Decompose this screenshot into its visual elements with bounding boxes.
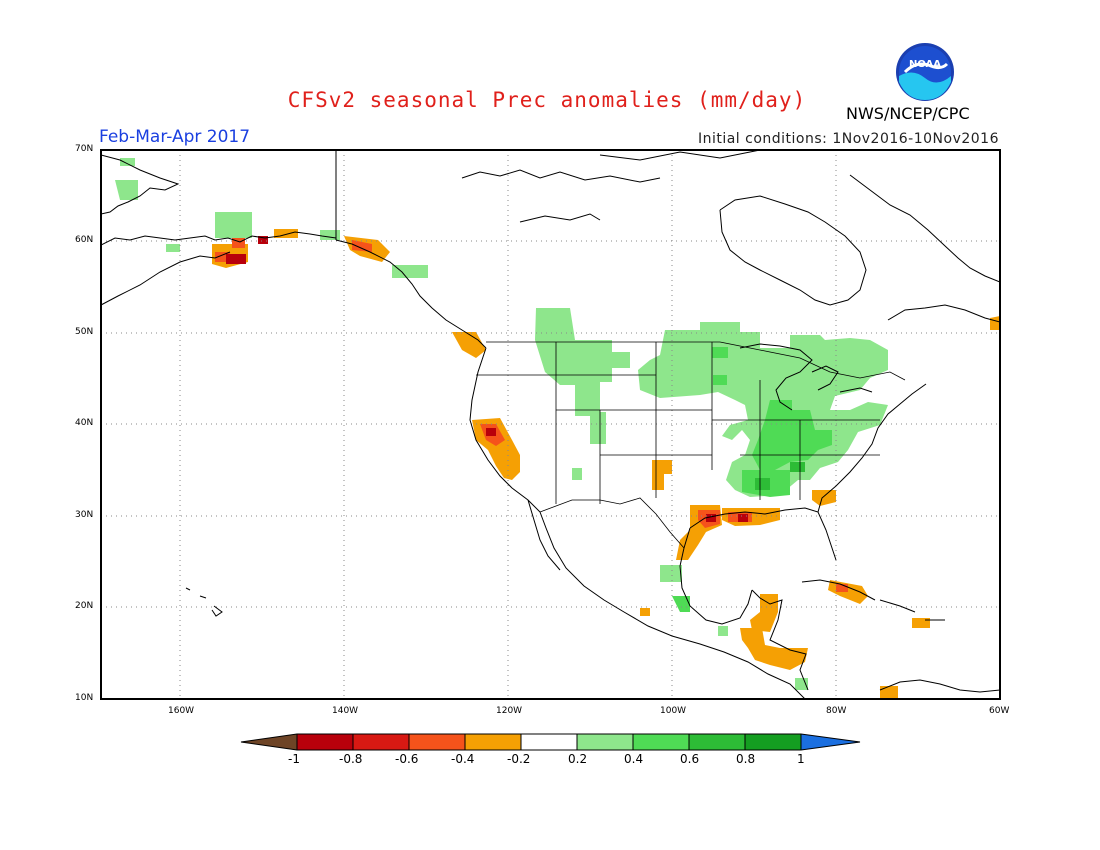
lon-label-80w: 80W [826,706,847,716]
colorbar-label: 0.2 [568,752,588,766]
lon-label-160w: 160W [168,706,195,716]
lon-label-120w: 120W [496,706,523,716]
colorbar-bin [745,734,801,750]
colorbar-label: -1 [288,752,300,766]
lat-label-60n: 60N [75,235,94,245]
colorbar-label: 0.6 [680,752,700,766]
colorbar-bin [521,734,577,750]
noaa-logo-text: NOAA [909,59,941,70]
colorbar-bin [409,734,465,750]
noaa-logo: NOAA [896,43,954,101]
colorbar-below-min [241,734,297,750]
positive-anomaly-0.6-0.8 [755,462,805,490]
colorbar-label: -0.4 [451,752,475,766]
lon-label-60w: 60W [989,706,1010,716]
coastlines [101,150,1000,699]
colorbar-bin [465,734,521,750]
colorbar-bin [353,734,409,750]
colorbar-label: 1 [797,752,805,766]
lon-label-100w: 100W [660,706,687,716]
colorbar-label: -0.8 [339,752,363,766]
colorbar-bin [297,734,353,750]
map-title: CFSv2 seasonal Prec anomalies (mm/day) [287,88,807,112]
colorbar-label: 0.8 [736,752,756,766]
colorbar-bin [633,734,689,750]
lat-label-10n: 10N [75,693,94,703]
lat-label-20n: 20N [75,601,94,611]
lat-label-40n: 40N [75,418,94,428]
lon-label-140w: 140W [332,706,359,716]
lat-label-70n: 70N [75,144,94,154]
colorbar-bin [689,734,745,750]
agency-label: NWS/NCEP/CPC [846,104,970,123]
lat-label-50n: 50N [75,327,94,337]
period-label: Feb-Mar-Apr 2017 [99,127,251,147]
political-borders [476,341,906,549]
negative-anomaly-0.8-1 [226,236,748,522]
map-frame [100,149,1001,700]
lat-label-30n: 30N [75,510,94,520]
colorbar-bin [577,734,633,750]
colorbar-label: -0.6 [395,752,419,766]
initial-conditions-label: Initial conditions: 1Nov2016-10Nov2016 [697,131,999,147]
colorbar-label: 0.4 [624,752,644,766]
colorbar-above-max [801,734,860,750]
colorbar-label: -0.2 [507,752,531,766]
